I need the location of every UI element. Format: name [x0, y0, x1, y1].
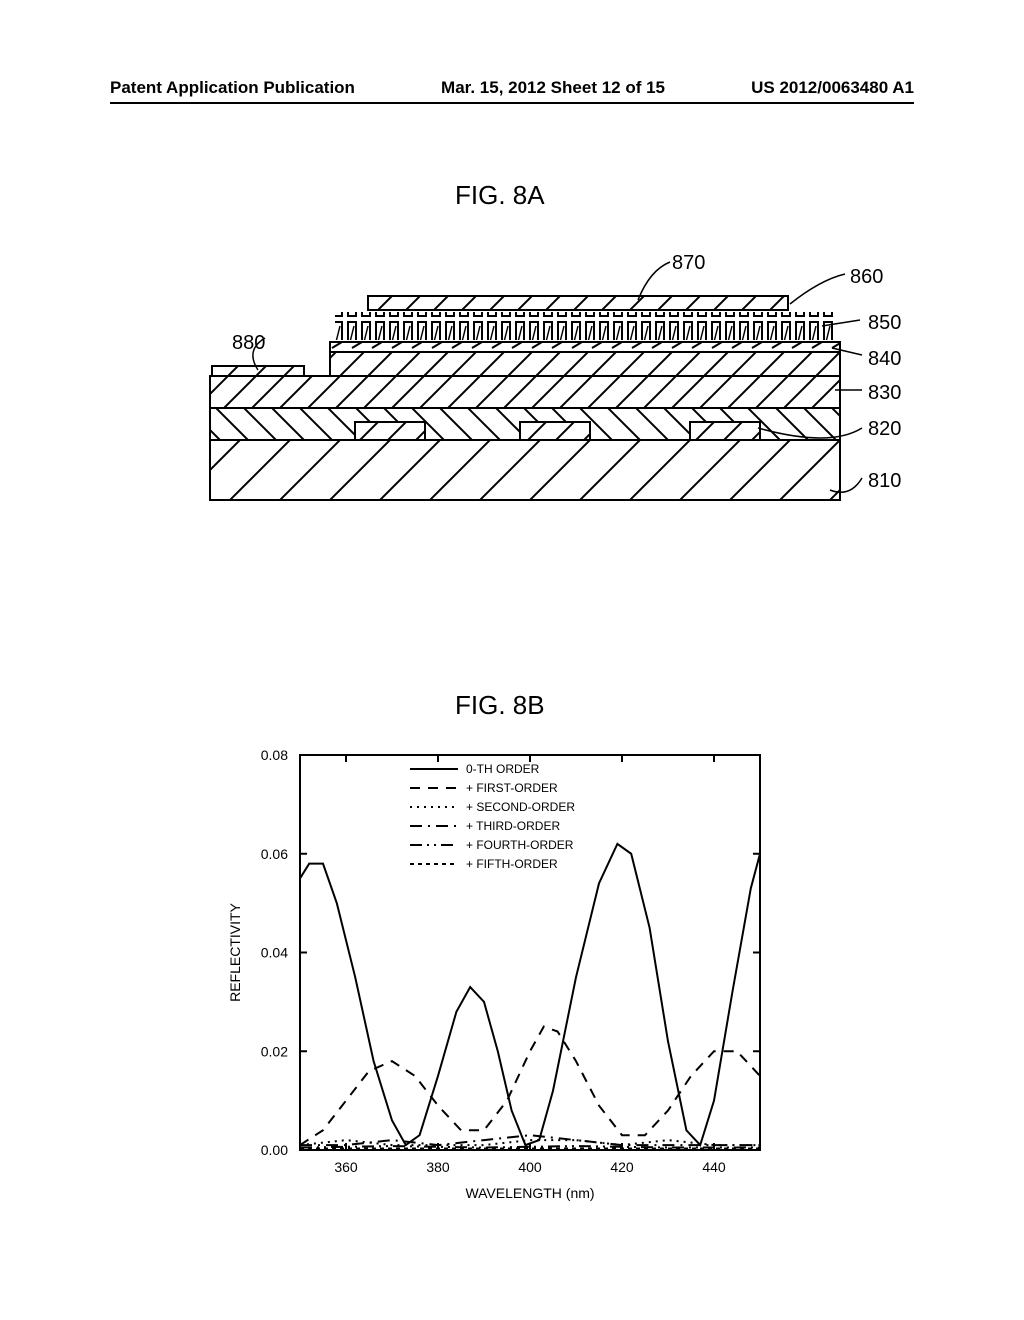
ref-880: 880 [232, 332, 265, 355]
ref-860: 860 [850, 266, 883, 289]
y-tick-label: 0.00 [261, 1142, 288, 1158]
figure-8b-chart: 360 380 400 420 440 0.00 0.02 0.04 0.06 0.08 WAVEL… [220, 740, 780, 1210]
header-right: US 2012/0063480 A1 [751, 78, 914, 98]
ref-850: 850 [868, 312, 901, 335]
legend-label: + FIFTH-ORDER [466, 857, 558, 871]
figure-8a-label: FIG. 8A [455, 180, 545, 211]
layer-840-film [330, 342, 840, 352]
legend-label: + FIRST-ORDER [466, 781, 558, 795]
legend-label: 0-TH ORDER [466, 762, 540, 776]
header-center: Mar. 15, 2012 Sheet 12 of 15 [441, 78, 665, 98]
x-tick-label: 360 [334, 1159, 358, 1175]
ref-830: 830 [868, 382, 901, 405]
legend-label: + FOURTH-ORDER [466, 838, 574, 852]
x-tick-label: 420 [610, 1159, 634, 1175]
y-tick-label: 0.06 [261, 846, 288, 862]
x-axis-label: WAVELENGTH (nm) [465, 1185, 594, 1201]
figure-8b-label: FIG. 8B [455, 690, 545, 721]
ref-870: 870 [672, 252, 705, 275]
y-axis-label: REFLECTIVITY [227, 902, 243, 1001]
legend-label: + SECOND-ORDER [466, 800, 575, 814]
x-tick-label: 440 [702, 1159, 726, 1175]
ref-810: 810 [868, 470, 901, 493]
y-tick-label: 0.02 [261, 1043, 288, 1059]
ref-840: 840 [868, 348, 901, 371]
layer-840 [330, 352, 840, 376]
layer-870 [368, 296, 788, 310]
layer-810 [210, 440, 840, 500]
y-tick-label: 0.04 [261, 945, 288, 961]
layer-830 [210, 376, 840, 408]
page-header: Patent Application Publication Mar. 15, … [110, 78, 914, 104]
figure-8a-diagram [150, 230, 890, 520]
y-tick-label: 0.08 [261, 747, 288, 763]
ref-820: 820 [868, 418, 901, 441]
x-tick-label: 400 [518, 1159, 542, 1175]
header-left: Patent Application Publication [110, 78, 355, 98]
x-tick-label: 380 [426, 1159, 450, 1175]
layer-850-grating [335, 312, 835, 340]
legend-label: + THIRD-ORDER [466, 819, 560, 833]
electrode-880 [212, 366, 304, 376]
chart-plot-area [300, 755, 760, 1150]
